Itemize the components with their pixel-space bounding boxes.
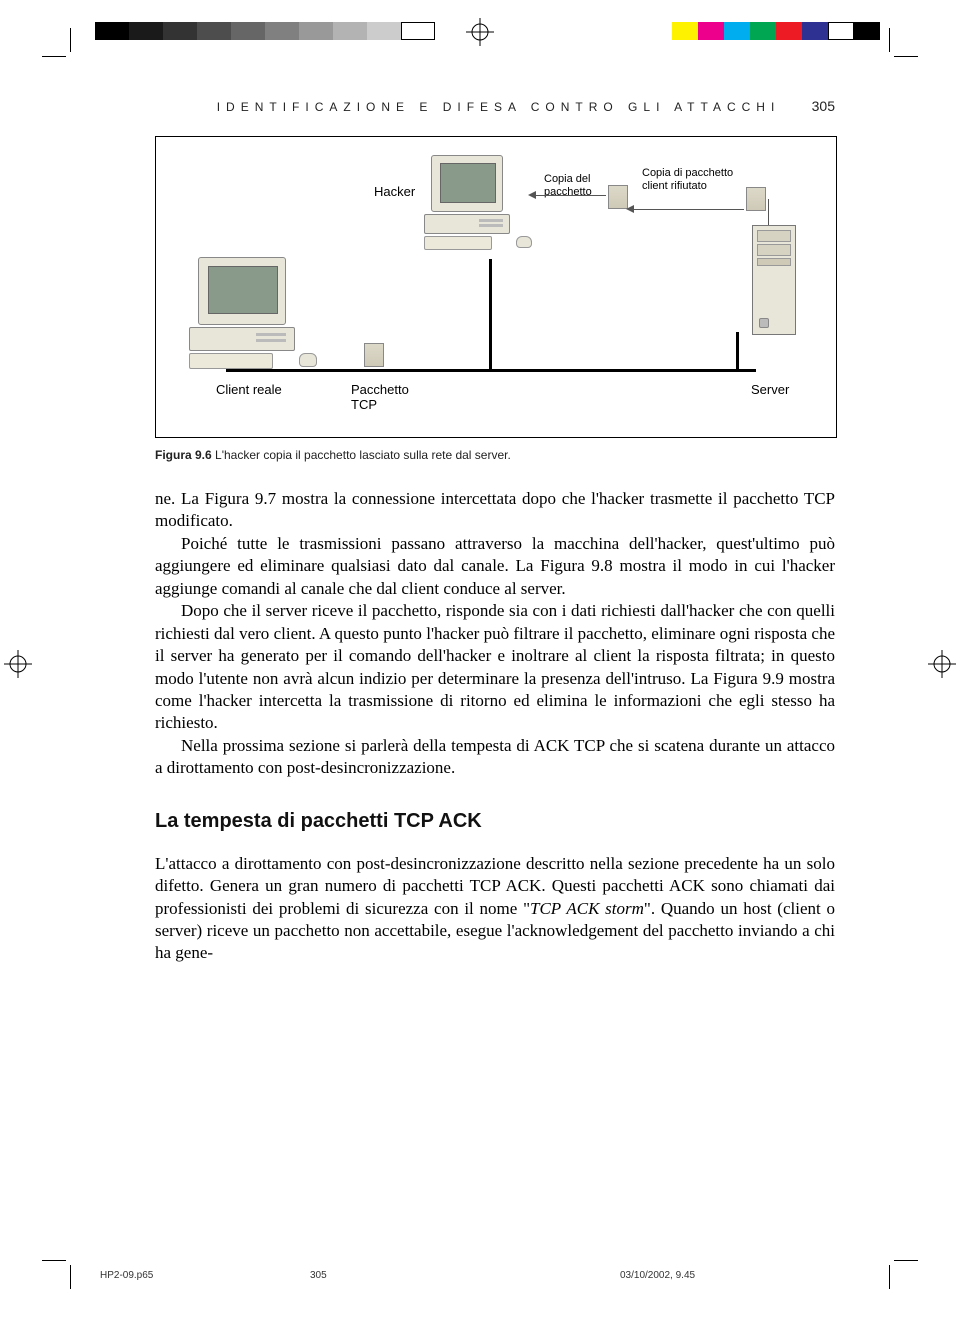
page-number: 305 <box>812 98 835 114</box>
connector <box>768 199 769 225</box>
grayscale-calibration-bar <box>95 22 435 40</box>
page: IDENTIFICAZIONE E DIFESA CONTRO GLI ATTA… <box>0 0 960 1317</box>
footer-page: 305 <box>310 1270 620 1281</box>
network-bus-line <box>226 369 756 372</box>
registration-mark-left-icon <box>4 650 32 678</box>
copia-rifiutato-label: Copia di pacchetto client rifiutato <box>642 167 733 192</box>
client-reale-label: Client reale <box>216 383 282 398</box>
body-text-block-1: ne. La Figura 9.7 mostra la connessione … <box>155 488 835 780</box>
figure-diagram: Hacker Copia del pacchetto Copia di <box>155 136 837 438</box>
paragraph: Nella prossima sezione si parlerà della … <box>155 735 835 780</box>
running-header: IDENTIFICAZIONE E DIFESA CONTRO GLI ATTA… <box>155 98 835 114</box>
crop-mark <box>889 1265 890 1289</box>
figure-caption: Figura 9.6 L'hacker copia il pacchetto l… <box>155 448 835 462</box>
registration-mark-top-icon <box>466 18 494 46</box>
arrow <box>534 195 606 196</box>
server-label: Server <box>751 383 789 398</box>
emphasis: TCP ACK storm <box>530 899 644 918</box>
packet-icon <box>746 187 766 211</box>
crop-mark <box>889 28 890 52</box>
crop-mark <box>894 1260 918 1261</box>
registration-mark-right-icon <box>928 650 956 678</box>
section-heading: La tempesta di pacchetti TCP ACK <box>155 810 835 833</box>
network-drop <box>736 332 739 369</box>
footer-timestamp: 03/10/2002, 9.45 <box>620 1270 695 1281</box>
client-computer-icon <box>198 257 317 369</box>
paragraph: ne. La Figura 9.7 mostra la connessione … <box>155 488 835 533</box>
arrow-head-icon <box>528 191 536 199</box>
caption-label: Figura 9.6 <box>155 448 212 462</box>
packet-tcp-icon <box>364 343 384 367</box>
crop-mark <box>70 28 71 52</box>
crop-mark <box>42 1260 66 1261</box>
color-calibration-bar <box>672 22 880 40</box>
content-area: IDENTIFICAZIONE E DIFESA CONTRO GLI ATTA… <box>155 98 835 965</box>
server-tower-icon <box>752 225 796 335</box>
crop-mark <box>42 56 66 57</box>
body-text-block-2: L'attacco a dirottamento con post-desinc… <box>155 853 835 965</box>
footer-file: HP2-09.p65 <box>100 1270 310 1281</box>
hacker-label: Hacker <box>374 185 415 200</box>
caption-text: L'hacker copia il pacchetto lasciato sul… <box>215 448 511 462</box>
pacchetto-tcp-label: Pacchetto TCP <box>351 383 409 413</box>
paragraph: Dopo che il server riceve il pacchetto, … <box>155 600 835 735</box>
paragraph: Poiché tutte le trasmissioni passano att… <box>155 533 835 600</box>
paragraph: L'attacco a dirottamento con post-desinc… <box>155 853 835 965</box>
arrow-head-icon <box>626 205 634 213</box>
crop-mark <box>70 1265 71 1289</box>
footer: HP2-09.p65 305 03/10/2002, 9.45 <box>100 1270 860 1281</box>
arrow <box>632 209 744 210</box>
crop-mark <box>894 56 918 57</box>
packet-icon <box>608 185 628 209</box>
hacker-computer-icon <box>431 155 532 250</box>
running-title: IDENTIFICAZIONE E DIFESA CONTRO GLI ATTA… <box>217 100 781 114</box>
network-drop <box>489 259 492 369</box>
